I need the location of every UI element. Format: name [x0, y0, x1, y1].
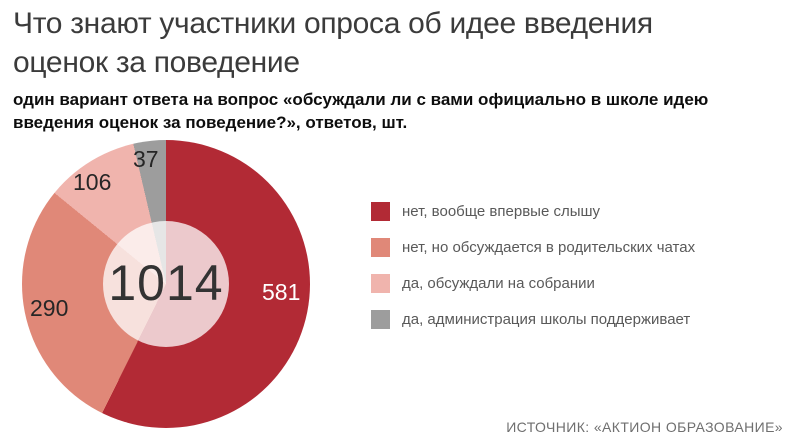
slice-value-label: 37	[133, 146, 159, 172]
chart-subtitle: один вариант ответа на вопрос «обсуждали…	[13, 90, 709, 132]
slice-value-label: 581	[262, 279, 301, 305]
legend-label: нет, но обсуждается в родительских чатах	[402, 238, 696, 256]
slice-value-label: 290	[30, 295, 69, 321]
donut-hole	[103, 221, 229, 347]
donut-chart-area: 1014 581 290 106 37	[22, 140, 310, 428]
legend-swatch	[371, 201, 390, 221]
legend-item: нет, но обсуждается в родительских чатах	[371, 237, 695, 257]
source-credit: ИСТОЧНИК: «АКТИОН ОБРАЗОВАНИЕ»	[506, 419, 783, 435]
legend-swatch	[371, 273, 390, 293]
legend-label: да, обсуждали на собрании	[402, 274, 595, 292]
legend-swatch	[371, 309, 390, 329]
chart-legend: нет, вообще впервые слышу нет, но обсужд…	[371, 201, 695, 345]
page-title: Что знают участники опроса об идее введе…	[13, 7, 653, 79]
donut-total-value: 1014	[108, 254, 224, 311]
legend-item: нет, вообще впервые слышу	[371, 201, 695, 221]
slice-value-label: 106	[73, 169, 112, 195]
legend-item: да, обсуждали на собрании	[371, 273, 695, 293]
legend-swatch	[371, 237, 390, 257]
legend-item: да, администрация школы поддерживает	[371, 309, 695, 329]
legend-label: да, администрация школы поддерживает	[402, 310, 691, 328]
legend-label: нет, вообще впервые слышу	[402, 202, 601, 220]
